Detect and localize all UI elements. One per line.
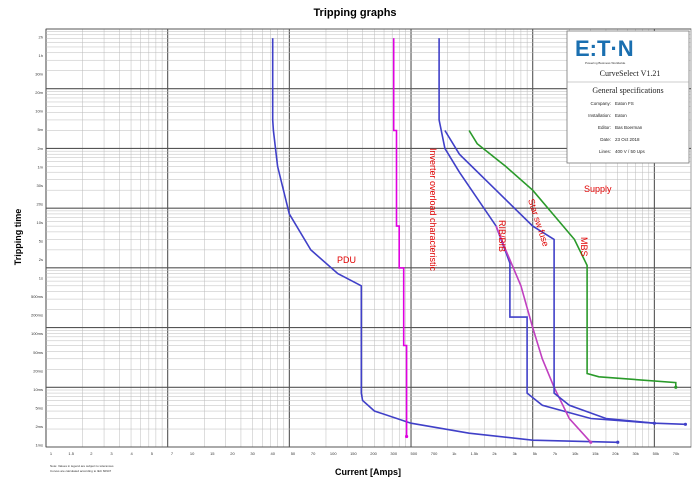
x-tick-label: 1.5k	[471, 451, 479, 456]
x-tick-label: 200	[370, 451, 377, 456]
x-tick-labels: 1 1.5 2 3 4 5 7 10 15 20 30 40 50 70 100 150 200 300 500 70…	[50, 451, 679, 456]
y-tick-label: 1m	[37, 164, 43, 169]
series-line-4	[444, 130, 686, 426]
y-tick-label: 20s	[37, 201, 43, 206]
series-line-2	[438, 38, 655, 424]
spec-value: Bas Boerman	[615, 125, 643, 130]
y-tick-label: 2s	[39, 257, 43, 262]
curve-label-0: PDU	[337, 255, 356, 265]
spec-key: Lines:	[599, 149, 611, 154]
y-tick-label: 200ms	[31, 313, 43, 318]
y-tick-label: 5m	[37, 127, 43, 132]
x-axis-label: Current [Amps]	[335, 467, 401, 477]
y-tick-label: 5ms	[35, 405, 43, 410]
x-tick-label: 5	[151, 451, 154, 456]
spec-key: Company:	[590, 101, 611, 106]
y-tick-label: 1ms	[35, 443, 43, 448]
series-line-5	[468, 130, 677, 388]
x-tick-label: 2	[90, 451, 93, 456]
x-tick-label: 4	[131, 451, 134, 456]
x-tick-label: 3	[110, 451, 113, 456]
series-end-point-3	[589, 440, 593, 444]
product-name: CurveSelect V1.21	[600, 69, 661, 78]
specs-heading: General specifications	[592, 86, 663, 95]
x-tick-label: 20k	[612, 451, 618, 456]
x-tick-label: 15k	[592, 451, 598, 456]
x-tick-label: 10	[190, 451, 195, 456]
footnote-line-1: Note: Values in legend are subject to to…	[50, 464, 114, 468]
x-tick-label: 1k	[452, 451, 456, 456]
x-tick-label: 700	[431, 451, 438, 456]
x-tick-label: 20	[230, 451, 235, 456]
y-tick-label: 50ms	[33, 350, 43, 355]
x-tick-label: 500	[411, 451, 418, 456]
spec-value: Eaton	[615, 113, 627, 118]
x-tick-label: 300	[390, 451, 397, 456]
y-tick-label: 30m	[35, 72, 43, 77]
x-tick-label: 50	[291, 451, 296, 456]
y-tick-label: 20m	[35, 90, 43, 95]
x-tick-label: 2k	[492, 451, 496, 456]
series-end-point-1	[405, 434, 409, 439]
y-tick-label: 10s	[37, 220, 43, 225]
y-tick-label: 2ms	[35, 424, 43, 429]
y-tick-label: 1h	[39, 53, 43, 58]
y-tick-label: 20ms	[33, 368, 43, 373]
x-tick-label: 1.5	[68, 451, 74, 456]
series-end-point-5	[674, 385, 678, 389]
y-tick-label: 30s	[37, 183, 43, 188]
spec-key: Editor:	[598, 125, 611, 130]
y-tick-label: 5s	[39, 239, 43, 244]
x-tick-label: 7	[171, 451, 174, 456]
y-tick-label: 500ms	[31, 294, 43, 299]
curve-label-4: MBS	[579, 237, 589, 257]
spec-key: Installation:	[588, 113, 611, 118]
series-line-0	[271, 38, 618, 444]
spec-key: Date:	[600, 137, 611, 142]
series-line-1	[392, 38, 408, 437]
logo-tagline: Powering Business Worldwide	[585, 61, 626, 65]
x-tick-label: 7k	[553, 451, 557, 456]
y-tick-labels: 2h 1h 30m 20m 10m 5m 2m 1m 30s 20s 10s 5s 2s 1s 500ms 2…	[31, 35, 44, 448]
x-tick-label: 15	[210, 451, 215, 456]
series-group	[271, 38, 688, 444]
x-tick-label: 3k	[513, 451, 517, 456]
x-tick-label: 40	[271, 451, 276, 456]
series-end-point-0	[616, 440, 620, 444]
y-tick-label: 1s	[39, 276, 43, 281]
x-tick-label: 100	[330, 451, 337, 456]
y-tick-label: 2h	[39, 35, 43, 40]
x-tick-label: 70	[311, 451, 316, 456]
x-tick-label: 150	[350, 451, 357, 456]
x-tick-label: 30	[250, 451, 255, 456]
y-tick-label: 10m	[35, 109, 43, 114]
x-tick-label: 30k	[632, 451, 638, 456]
series-line-3	[495, 225, 592, 443]
spec-value: Eaton FS	[615, 101, 634, 106]
x-tick-label: 50k	[653, 451, 659, 456]
spec-value: 23 Oct 2018	[615, 137, 640, 142]
y-tick-label: 100ms	[31, 331, 43, 336]
y-tick-label: 2m	[37, 146, 43, 151]
x-tick-label: 10k	[572, 451, 578, 456]
eaton-logo: E:T·N	[575, 36, 634, 61]
curve-label-2: RIB/BIB	[497, 220, 507, 252]
y-axis-label: Tripping time	[13, 209, 23, 266]
spec-value: 400 V / 50 Ups	[615, 149, 646, 154]
curve-label-5: Supply	[584, 184, 612, 194]
x-tick-label: 1	[50, 451, 53, 456]
footnote-line-2: Curves are calculated according to IEC 6…	[50, 469, 112, 473]
specs-box	[566, 30, 690, 164]
series-end-point-4	[683, 422, 688, 426]
chart-title: Tripping graphs	[313, 7, 396, 19]
curve-label-1: Inverter overload characteristic	[428, 148, 438, 272]
x-tick-label: 5k	[533, 451, 537, 456]
y-tick-label: 10ms	[33, 387, 43, 392]
x-tick-label: 70k	[673, 451, 679, 456]
